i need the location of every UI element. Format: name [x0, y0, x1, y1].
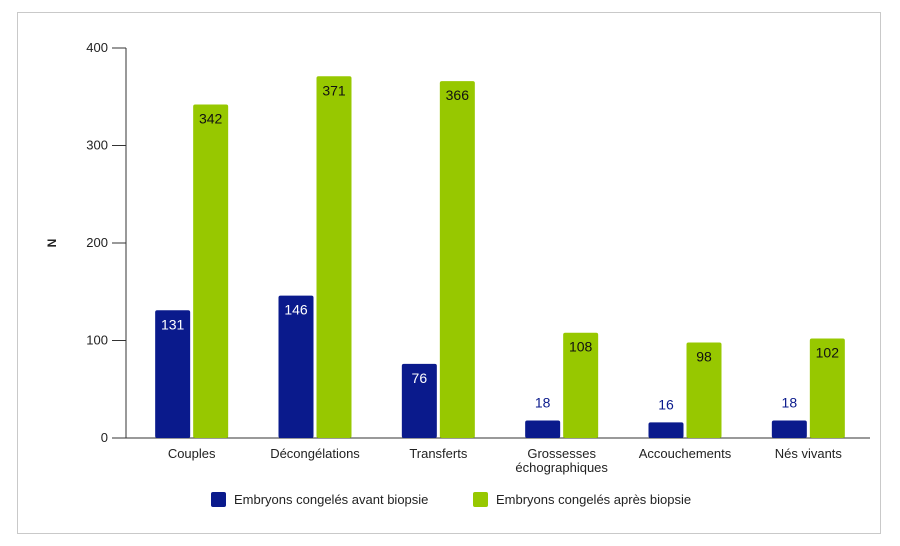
category-label: Transferts [409, 446, 468, 461]
data-label: 16 [658, 396, 674, 412]
data-label: 146 [284, 302, 308, 318]
y-tick-label: 200 [86, 235, 108, 250]
data-label: 76 [412, 370, 428, 386]
y-tick-label: 300 [86, 138, 108, 153]
legend: Embryons congelés avant biopsie Embryons … [211, 492, 691, 507]
legend-swatch [211, 492, 226, 507]
bar [771, 420, 807, 438]
data-label: 371 [322, 82, 346, 98]
bar [525, 420, 561, 438]
data-label: 342 [199, 111, 223, 127]
data-label: 366 [446, 87, 470, 103]
bars [155, 76, 845, 439]
data-label: 18 [782, 394, 798, 410]
category-label: Grossesses [527, 446, 596, 461]
axes: 0 100 200 300 400 N [45, 40, 870, 445]
data-label: 98 [696, 348, 712, 364]
y-tick-label: 400 [86, 40, 108, 55]
bar [278, 295, 314, 438]
chart-frame: 0 100 200 300 400 N 131 342 146 371 76 366 18 108 16 9… [17, 12, 881, 534]
data-label: 131 [161, 316, 185, 332]
data-label: 102 [816, 345, 840, 361]
bar [155, 310, 191, 438]
data-label: 18 [535, 394, 551, 410]
category-label: Accouchements [639, 446, 732, 461]
bar [401, 363, 437, 438]
data-label: 108 [569, 339, 593, 355]
category-label: Couples [168, 446, 216, 461]
y-tick-label: 100 [86, 333, 108, 348]
legend-label: Embryons congelés avant biopsie [234, 492, 428, 507]
category-label: Décongélations [270, 446, 360, 461]
legend-label: Embryons congelés après biopsie [496, 492, 691, 507]
category-label: échographiques [515, 460, 608, 475]
category-labels: Couples Décongélations Transferts Grossesse… [168, 446, 843, 475]
bar [686, 342, 722, 438]
bar [563, 332, 599, 438]
value-labels: 131 342 146 371 76 366 18 108 16 98 18 102 [161, 82, 839, 412]
category-label: Nés vivants [775, 446, 843, 461]
bar [648, 422, 684, 438]
bar [316, 76, 352, 439]
bar [809, 338, 845, 438]
bar [193, 104, 229, 439]
bar-chart: 0 100 200 300 400 N 131 342 146 371 76 366 18 108 16 9… [45, 40, 870, 507]
legend-swatch [473, 492, 488, 507]
y-tick-label: 0 [101, 430, 108, 445]
y-axis-label: N [45, 239, 59, 248]
bar [439, 81, 475, 439]
